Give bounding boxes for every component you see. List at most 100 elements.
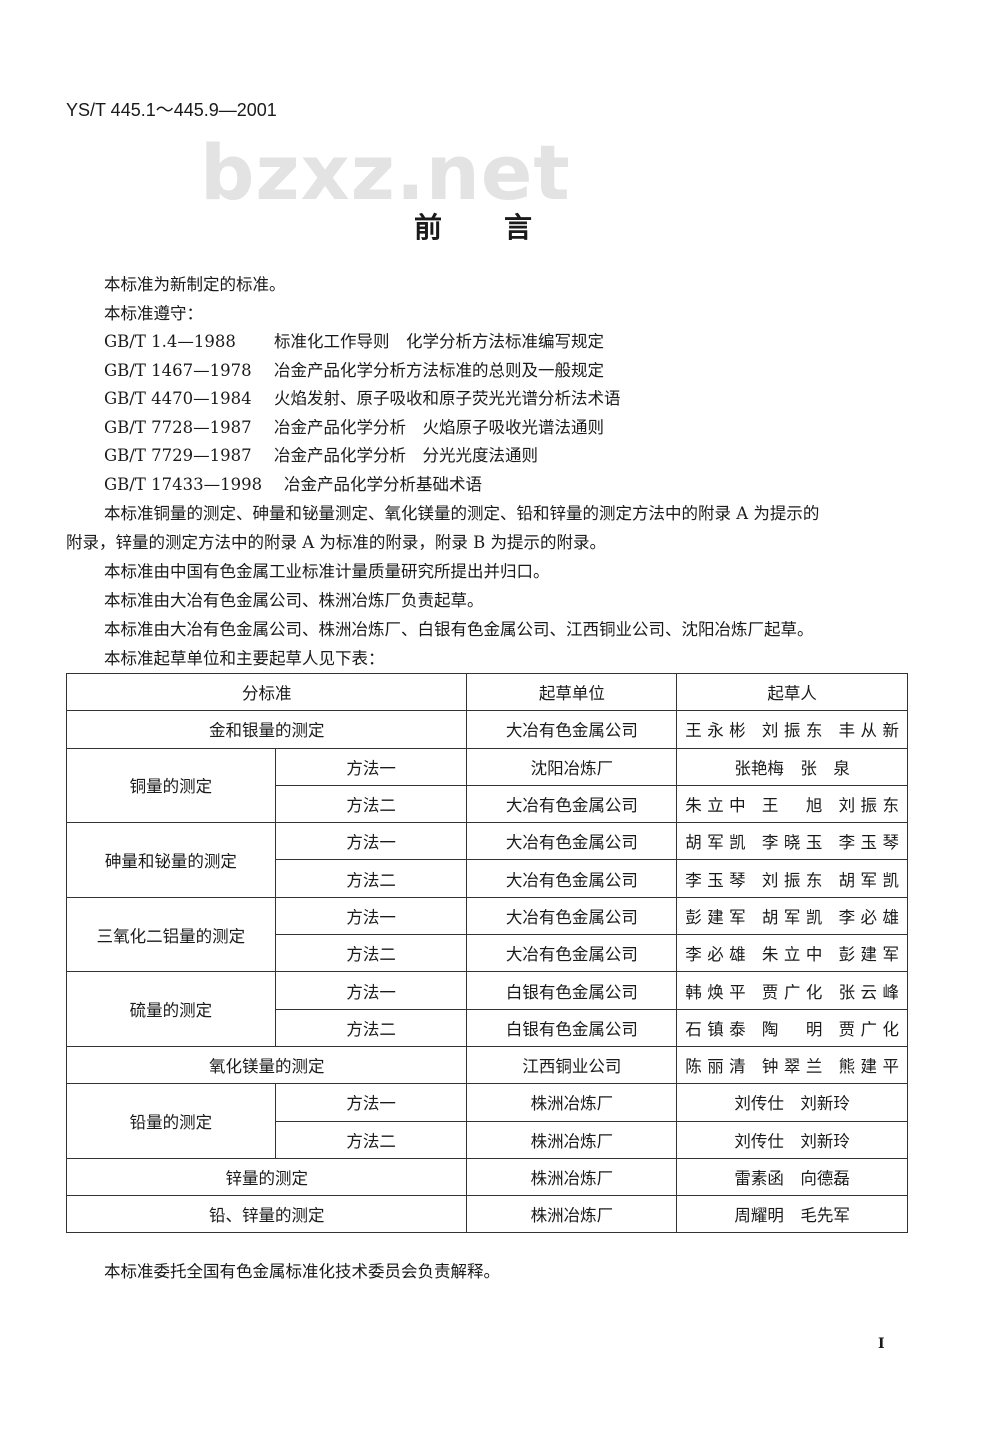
standard-name: 金和银量的测定	[65, 710, 468, 749]
drafter: 丰从新	[838, 721, 900, 741]
standard-name: 铜量的测定	[66, 747, 276, 824]
reference-item: GB/T 17433—1998 冶金产品化学分析基础术语	[104, 471, 482, 495]
drafting-unit: 大冶有色金属公司	[466, 896, 678, 936]
reference-title: 冶金产品化学分析基础术语	[284, 475, 482, 494]
standard-name: 锌量的测定	[65, 1157, 468, 1197]
drafter: 胡军凯	[685, 833, 752, 853]
drafter: 刘传仕	[734, 1131, 784, 1151]
table-row: 方法二 大冶有色金属公司 朱立中 王 旭 刘振东	[67, 784, 908, 824]
drafter: 刘振东	[761, 870, 828, 890]
drafter: 朱立中	[685, 796, 752, 816]
method: 方法一	[274, 971, 468, 1010]
drafting-unit: 白银有色金属公司	[466, 971, 678, 1010]
reference-item: GB/T 1467—1978 冶金产品化学分析方法标准的总则及一般规定	[104, 357, 604, 381]
reference-title: 火焰发射、原子吸收和原子荧光光谱分析法术语	[274, 389, 621, 408]
table-row: 方法二 大冶有色金属公司 李必雄 朱立中 彭建军	[67, 934, 908, 973]
drafting-unit: 株洲冶炼厂	[466, 1157, 678, 1197]
reference-code: GB/T 4470—1984	[104, 389, 252, 408]
table-row: 铜量的测定 方法一 沈阳冶炼厂 张艳梅 张 泉	[66, 747, 908, 824]
table-row: 方法二 白银有色金属公司 石镇泰 陶 明 贾广化	[67, 1008, 908, 1047]
standard-name: 铅、锌量的测定	[65, 1195, 468, 1234]
drafting-unit: 白银有色金属公司	[466, 1008, 678, 1047]
drafters-table: 分标准 起草单位 起草人 金和银量的测定 大冶有色金属公司 王永彬 刘振东 丰从…	[65, 672, 908, 1234]
drafter: 向德磊	[800, 1169, 850, 1188]
drafting-unit: 沈阳冶炼厂	[466, 747, 678, 786]
page-number: I	[878, 1336, 885, 1352]
drafter: 张 泉	[800, 758, 850, 778]
drafters: 刘传仕 刘新玲	[676, 1083, 908, 1122]
reference-item: GB/T 7729—1987 冶金产品化学分析 分光光度法通则	[104, 442, 538, 466]
drafter: 刘振东	[838, 796, 900, 816]
closing-paragraph: 本标准委托全国有色金属标准化技术委员会负责解释。	[104, 1262, 500, 1281]
header-drafters: 起草人	[676, 672, 908, 712]
reference-title: 冶金产品化学分析方法标准的总则及一般规定	[274, 361, 604, 380]
reference-item: GB/T 7728—1987 冶金产品化学分析 火焰原子吸收光谱法通则	[104, 414, 604, 438]
drafters: 石镇泰 陶 明 贾广化	[676, 1008, 908, 1047]
drafter: 陶 明	[761, 1019, 828, 1039]
drafters: 李玉琴 刘振东 胡军凯	[676, 859, 908, 898]
drafters: 雷素函 向德磊	[676, 1157, 908, 1197]
drafting-unit: 大冶有色金属公司	[466, 859, 678, 898]
drafters: 周耀明 毛先军	[676, 1195, 908, 1234]
drafting-unit: 大冶有色金属公司	[466, 784, 678, 824]
method: 方法一	[274, 896, 468, 936]
standard-name: 氧化镁量的测定	[65, 1045, 468, 1085]
drafters: 胡军凯 李晓玉 李玉琴	[676, 822, 908, 861]
drafting-unit: 株洲冶炼厂	[466, 1195, 678, 1234]
table-row: 方法二 大冶有色金属公司 李玉琴 刘振东 胡军凯	[67, 859, 908, 898]
drafter: 钟翠兰	[761, 1057, 828, 1077]
drafter: 彭建军	[685, 907, 752, 927]
standard-code-header: YS/T 445.1～445.9—2001	[66, 100, 277, 120]
drafter: 石镇泰	[685, 1019, 752, 1039]
table-row: 砷量和铋量的测定 方法一 大冶有色金属公司 胡军凯 李晓玉 李玉琴	[66, 822, 908, 898]
drafters: 刘传仕 刘新玲	[676, 1120, 908, 1159]
table-row: 方法二 株洲冶炼厂 刘传仕 刘新玲	[67, 1120, 908, 1159]
drafter: 熊建平	[838, 1057, 900, 1077]
drafters: 韩焕平 贾广化 张云峰	[676, 971, 908, 1010]
reference-item: GB/T 4470—1984 火焰发射、原子吸收和原子荧光光谱分析法术语	[104, 385, 621, 409]
intro-line: 本标准为新制定的标准。	[104, 275, 286, 294]
appendix-paragraph-line1: 本标准铜量的测定、砷量和铋量测定、氧化镁量的测定、铅和锌量的测定方法中的附录 A…	[104, 504, 820, 523]
drafters: 彭建军 胡军凯 李必雄	[676, 896, 908, 936]
reference-item: GB/T 1.4—1988 标准化工作导则 化学分析方法标准编写规定	[104, 328, 604, 352]
watermark: bzxz.net	[200, 128, 571, 217]
table-row: 硫量的测定 方法一 白银有色金属公司 韩焕平 贾广化 张云峰	[66, 971, 908, 1047]
intro-line: 本标准遵守：	[104, 304, 203, 323]
method: 方法二	[274, 1008, 468, 1047]
reference-code: GB/T 17433—1998	[104, 475, 263, 494]
drafting-unit: 株洲冶炼厂	[466, 1083, 678, 1122]
drafting-unit: 大冶有色金属公司	[466, 710, 678, 749]
method: 方法一	[274, 1083, 468, 1122]
table-row: 铅、锌量的测定 株洲冶炼厂 周耀明 毛先军	[65, 1195, 908, 1234]
method: 方法二	[274, 934, 468, 973]
method: 方法二	[274, 784, 468, 824]
table-row: 金和银量的测定 大冶有色金属公司 王永彬 刘振东 丰从新	[65, 710, 908, 749]
drafter: 王永彬	[685, 721, 752, 741]
drafter: 雷素函	[734, 1169, 784, 1188]
drafters: 王永彬 刘振东 丰从新	[676, 710, 908, 749]
proposed-paragraph: 本标准由中国有色金属工业标准计量质量研究所提出并归口。	[104, 562, 550, 581]
table-header-row: 分标准 起草单位 起草人	[65, 672, 908, 712]
drafter: 刘新玲	[800, 1131, 850, 1151]
drafter: 李晓玉	[761, 833, 828, 853]
standard-name: 铅量的测定	[66, 1083, 276, 1159]
drafter: 李必雄	[685, 945, 752, 965]
drafter: 韩焕平	[685, 982, 752, 1002]
drafters: 陈丽清 钟翠兰 熊建平	[676, 1045, 908, 1085]
reference-code: GB/T 7729—1987	[104, 446, 252, 465]
drafter: 周耀明	[734, 1206, 784, 1226]
reference-title: 冶金产品化学分析 火焰原子吸收光谱法通则	[274, 418, 604, 437]
drafted-paragraph: 本标准由大冶有色金属公司、株洲冶炼厂、白银有色金属公司、江西铜业公司、沈阳冶炼厂…	[104, 620, 814, 639]
reference-code: GB/T 1.4—1988	[104, 332, 236, 351]
method: 方法一	[274, 747, 468, 786]
drafter: 张艳梅	[734, 758, 784, 778]
table-row: 锌量的测定 株洲冶炼厂 雷素函 向德磊	[65, 1157, 908, 1197]
reference-title: 冶金产品化学分析 分光光度法通则	[274, 446, 538, 465]
drafter: 刘传仕	[734, 1094, 784, 1114]
reference-title: 标准化工作导则 化学分析方法标准编写规定	[274, 332, 604, 351]
drafter: 刘振东	[761, 721, 828, 741]
drafter: 陈丽清	[685, 1057, 752, 1077]
responsible-paragraph: 本标准由大冶有色金属公司、株洲冶炼厂负责起草。	[104, 591, 484, 610]
header-drafting-unit: 起草单位	[466, 672, 678, 712]
drafter: 张云峰	[838, 982, 900, 1002]
